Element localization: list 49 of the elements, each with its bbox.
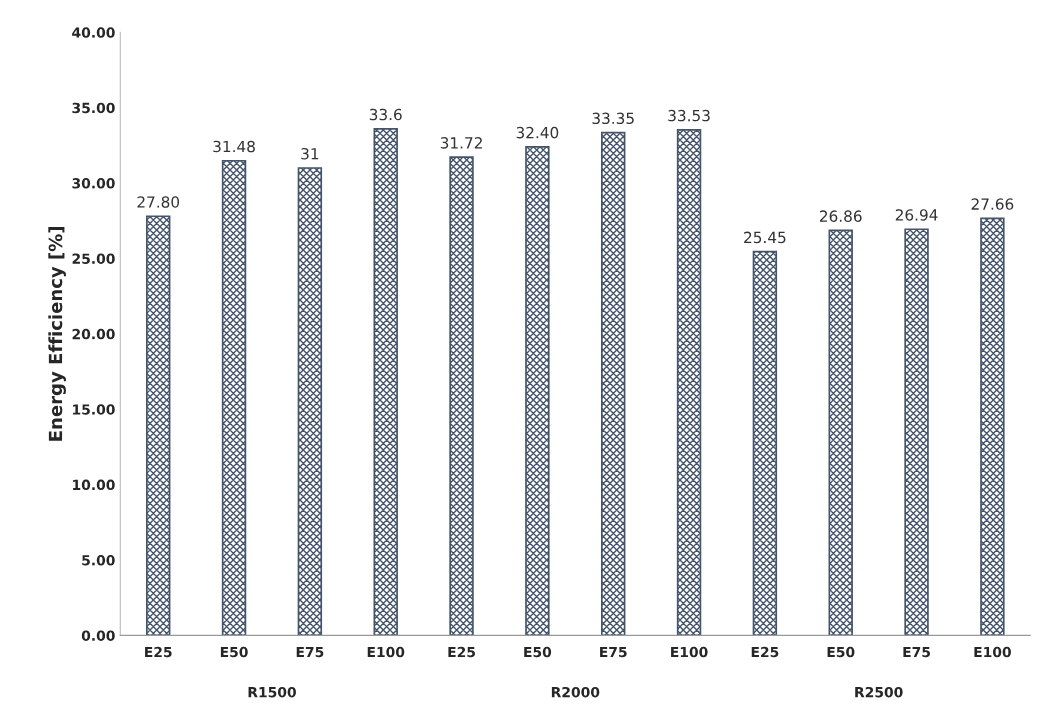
text: R2000 xyxy=(551,686,600,698)
x-tick-label: E75 xyxy=(296,646,324,658)
bar xyxy=(297,167,323,636)
y-tick-label: 30.00 xyxy=(72,178,115,189)
bar xyxy=(904,228,929,636)
bar xyxy=(373,127,398,636)
bar xyxy=(828,229,853,636)
data-label: 31.72 xyxy=(440,137,482,149)
y-tick-label: 5.00 xyxy=(82,555,115,566)
x-tick-label: E75 xyxy=(903,646,930,658)
bar xyxy=(980,217,1005,636)
data-label: 27.80 xyxy=(137,196,180,208)
x-tick-label: E100 xyxy=(367,646,405,658)
x-tick-label: E50 xyxy=(220,646,248,658)
text: R1500 xyxy=(248,686,296,698)
x-tick-label: E100 xyxy=(671,646,708,658)
data-label: 33.53 xyxy=(668,109,710,122)
x-tick-label: E50 xyxy=(827,646,855,658)
y-axis-title: Energy Efficiency [%] xyxy=(48,226,66,441)
y-tick-label: 25.00 xyxy=(72,253,115,264)
x-tick-label: E50 xyxy=(524,646,552,658)
data-label: 27.66 xyxy=(971,198,1014,210)
bar xyxy=(525,146,550,636)
data-label: 25.45 xyxy=(744,231,786,244)
x-tick-label: E25 xyxy=(448,646,475,658)
data-label: 26.86 xyxy=(819,210,862,222)
data-label: 33.35 xyxy=(592,112,634,125)
bar xyxy=(601,131,626,636)
y-tick-label: 40.00 xyxy=(72,27,115,38)
y-tick-label: 20.00 xyxy=(72,328,115,340)
data-label: 33.6 xyxy=(369,108,402,121)
y-tick-label: 15.00 xyxy=(73,404,115,415)
x-tick-label: E75 xyxy=(600,646,627,658)
data-label: 31.48 xyxy=(213,140,255,153)
y-tick-label: 10.00 xyxy=(73,479,115,491)
bar xyxy=(221,159,247,636)
y-tick-label: 0.00 xyxy=(81,630,115,641)
data-label: 26.94 xyxy=(895,209,938,221)
bar xyxy=(752,250,778,636)
x-tick-label: E25 xyxy=(751,646,779,658)
bar xyxy=(676,129,702,636)
text: R2500 xyxy=(855,686,903,698)
bar xyxy=(449,156,474,636)
data-label: 31 xyxy=(301,147,319,160)
x-tick-label: E100 xyxy=(974,646,1011,658)
x-tick-label: E25 xyxy=(145,646,172,658)
bar xyxy=(145,215,171,636)
y-tick-label: 35.00 xyxy=(72,102,115,114)
data-label: 32.40 xyxy=(516,126,559,139)
